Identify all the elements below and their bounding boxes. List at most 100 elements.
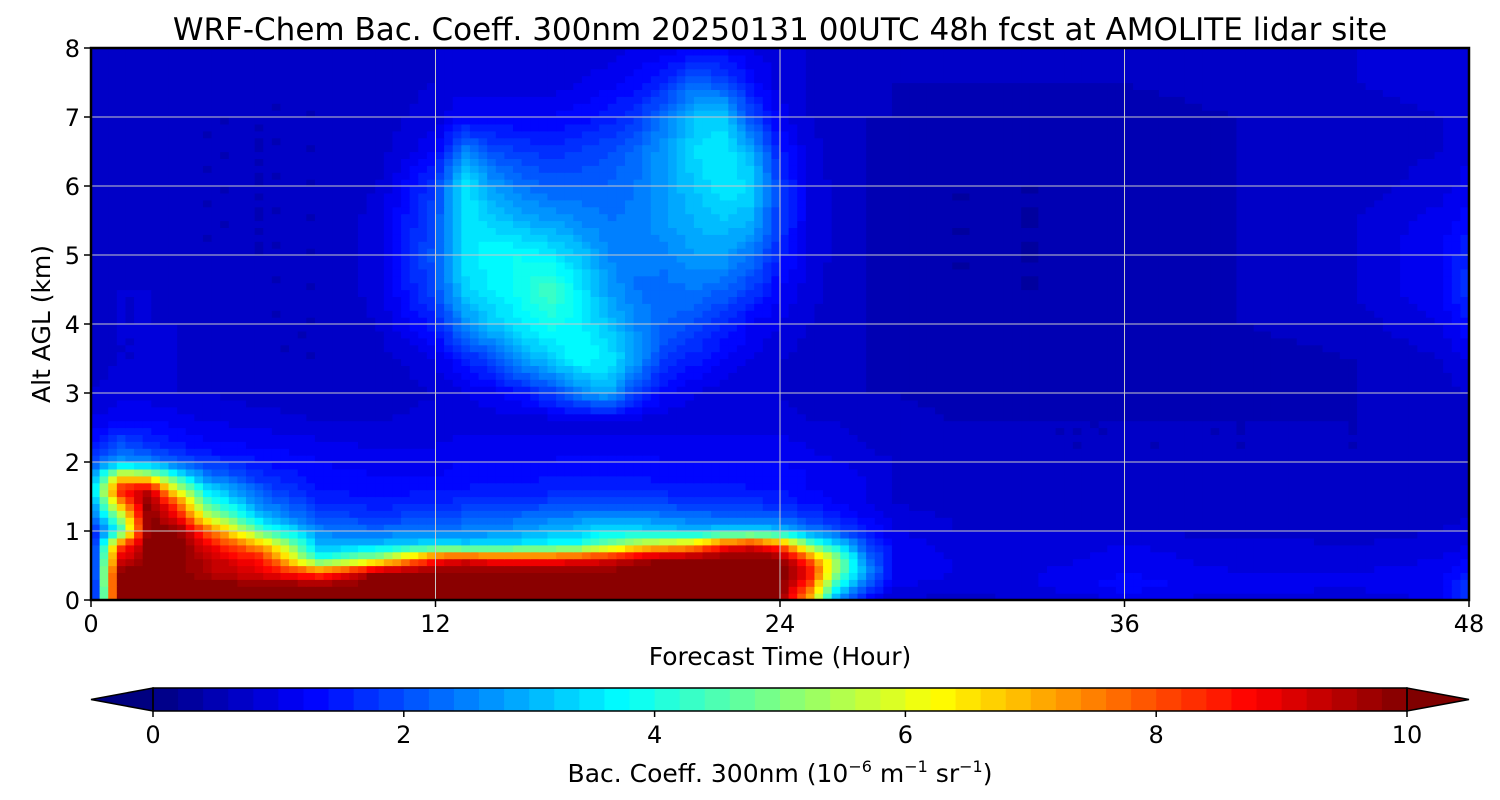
- heatmap-cell: [736, 406, 747, 415]
- heatmap-cell: [1012, 468, 1022, 477]
- heatmap-cell: [254, 579, 264, 587]
- heatmap-cell: [306, 503, 316, 511]
- heatmap-cell: [1150, 413, 1160, 422]
- heatmap-cell: [314, 593, 325, 600]
- heatmap-cell: [788, 489, 798, 498]
- heatmap-cell: [1313, 441, 1324, 449]
- heatmap-cell: [960, 475, 971, 484]
- heatmap-cell: [1331, 579, 1341, 587]
- heatmap-cell: [1081, 468, 1091, 477]
- heatmap-cell: [917, 517, 928, 525]
- heatmap-cell: [805, 475, 816, 484]
- heatmap-cell: [883, 579, 893, 587]
- heatmap-cell: [736, 468, 747, 477]
- heatmap-cell: [1425, 586, 1436, 594]
- heatmap-cell: [1098, 434, 1108, 442]
- heatmap-cell: [289, 593, 299, 600]
- heatmap-cell: [668, 572, 678, 580]
- heatmap-cell: [1029, 468, 1039, 477]
- heatmap-cell: [340, 489, 350, 498]
- heatmap-cell: [1365, 537, 1375, 546]
- heatmap-cell: [401, 593, 411, 600]
- heatmap-cell: [1236, 586, 1246, 594]
- heatmap-cell: [805, 572, 816, 580]
- heatmap-cell: [340, 551, 350, 560]
- heatmap-cell: [1055, 524, 1065, 532]
- heatmap-cell: [444, 510, 454, 518]
- heatmap-cell: [1365, 489, 1375, 498]
- heatmap-cell: [986, 482, 996, 491]
- heatmap-cell: [1357, 434, 1367, 442]
- heatmap-cell: [521, 462, 531, 470]
- heatmap-cell: [771, 537, 781, 546]
- heatmap-cell: [1245, 386, 1255, 394]
- heatmap-cell: [194, 434, 204, 442]
- heatmap-cell: [220, 537, 230, 546]
- heatmap-cell: [1425, 420, 1436, 429]
- heatmap-cell: [1021, 572, 1031, 580]
- heatmap-cell: [1451, 406, 1461, 415]
- heatmap-cell: [1374, 593, 1384, 600]
- heatmap-cell: [1400, 551, 1410, 560]
- heatmap-cell: [1090, 462, 1100, 470]
- heatmap-cell: [1072, 537, 1083, 546]
- heatmap-cell: [547, 406, 557, 415]
- heatmap-cell: [986, 420, 996, 429]
- heatmap-cell: [1064, 448, 1074, 456]
- heatmap-cell: [926, 420, 936, 429]
- heatmap-cell: [1443, 441, 1453, 449]
- heatmap-cell: [1357, 427, 1367, 435]
- heatmap-cell: [564, 399, 574, 408]
- heatmap-cell: [1408, 551, 1418, 560]
- heatmap-cell: [1279, 475, 1289, 484]
- heatmap-cell: [590, 496, 600, 504]
- heatmap-cell: [202, 399, 213, 408]
- heatmap-cell: [538, 406, 549, 415]
- heatmap-cell: [142, 386, 152, 394]
- heatmap-cell: [1150, 393, 1160, 401]
- heatmap-cell: [1400, 558, 1410, 567]
- heatmap-cell: [91, 489, 101, 498]
- heatmap-cell: [1417, 579, 1427, 587]
- heatmap-cell: [814, 537, 824, 546]
- heatmap-cell: [1227, 399, 1238, 408]
- heatmap-cell: [1072, 441, 1083, 449]
- heatmap-cell: [840, 503, 850, 511]
- heatmap-cell: [978, 386, 988, 394]
- heatmap-cell: [530, 475, 540, 484]
- heatmap-cell: [478, 517, 488, 525]
- heatmap-cell: [469, 524, 480, 532]
- heatmap-cell: [271, 406, 282, 415]
- heatmap-cell: [108, 482, 118, 491]
- heatmap-cell: [711, 475, 721, 484]
- heatmap-cell: [1124, 455, 1134, 463]
- heatmap-cell: [271, 544, 282, 553]
- heatmap-cell: [590, 462, 600, 470]
- heatmap-cell: [504, 496, 514, 504]
- heatmap-cell: [271, 593, 282, 600]
- heatmap-cell: [797, 455, 807, 463]
- heatmap-cell: [340, 531, 350, 539]
- heatmap-cell: [177, 420, 187, 429]
- heatmap-cell: [246, 393, 256, 401]
- heatmap-cell: [538, 399, 549, 408]
- heatmap-cell: [564, 593, 574, 600]
- heatmap-cell: [495, 448, 505, 456]
- heatmap-cell: [237, 544, 247, 553]
- heatmap-cell: [513, 399, 523, 408]
- heatmap-cell: [1357, 455, 1367, 463]
- heatmap-cell: [909, 551, 919, 560]
- heatmap-cell: [581, 496, 592, 504]
- heatmap-cell: [685, 558, 695, 567]
- heatmap-cell: [1021, 448, 1031, 456]
- heatmap-cell: [1150, 503, 1160, 511]
- heatmap-cell: [564, 565, 574, 573]
- heatmap-cell: [1417, 593, 1427, 600]
- heatmap-cell: [616, 427, 626, 435]
- heatmap-cell: [1236, 489, 1246, 498]
- heatmap-cell: [831, 510, 841, 518]
- heatmap-cell: [1115, 406, 1126, 415]
- heatmap-cell: [909, 496, 919, 504]
- heatmap-cell: [1408, 517, 1418, 525]
- heatmap-cell: [134, 448, 144, 456]
